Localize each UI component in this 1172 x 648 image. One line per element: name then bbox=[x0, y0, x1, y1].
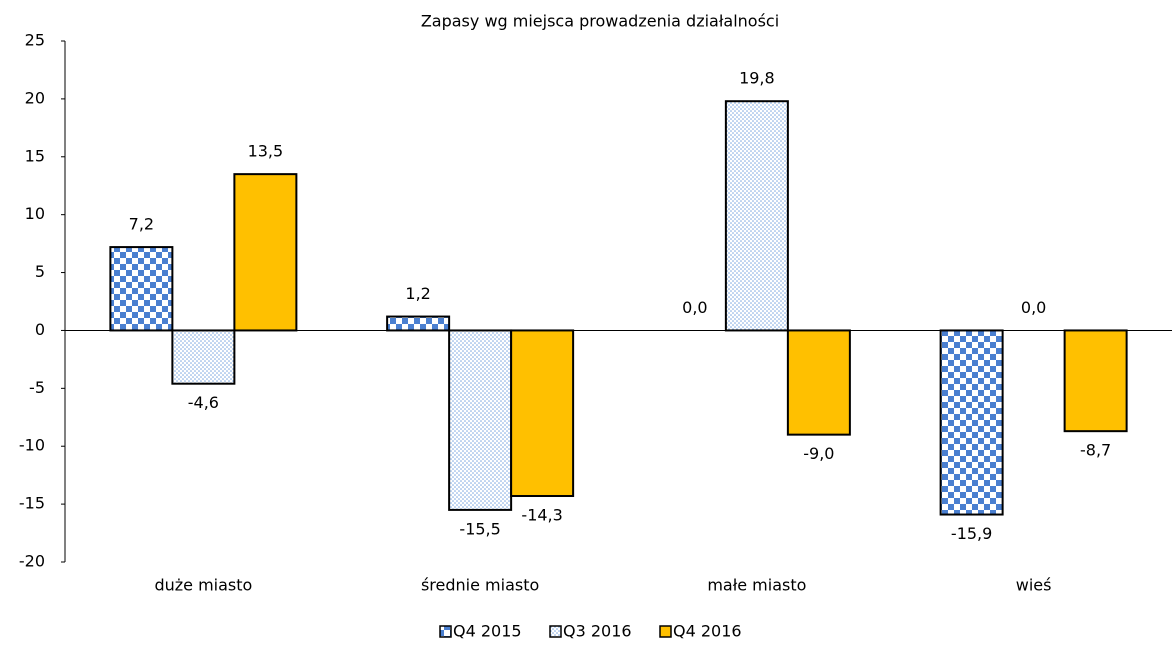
legend-swatch bbox=[549, 625, 562, 638]
y-tick-label: 20 bbox=[25, 88, 45, 107]
bar bbox=[1063, 329, 1128, 433]
data-label: -14,3 bbox=[521, 506, 562, 525]
legend-label: Q4 2016 bbox=[673, 622, 742, 641]
data-label: 1,2 bbox=[405, 284, 430, 303]
x-tick-label: średnie miasto bbox=[421, 576, 539, 595]
legend-swatch bbox=[659, 625, 672, 638]
y-tick-label: -5 bbox=[29, 378, 45, 397]
y-tick-label: 0 bbox=[35, 320, 45, 339]
y-tick-label: 5 bbox=[35, 262, 45, 281]
legend-label: Q4 2015 bbox=[453, 622, 522, 641]
bar bbox=[448, 329, 513, 511]
data-label: -4,6 bbox=[188, 393, 219, 412]
y-tick-label: -15 bbox=[19, 494, 45, 513]
data-label: -15,5 bbox=[459, 519, 500, 538]
data-label: -8,7 bbox=[1080, 441, 1111, 460]
data-label: 0,0 bbox=[682, 298, 707, 317]
data-label: 13,5 bbox=[248, 142, 284, 161]
y-tick-label: 15 bbox=[25, 146, 45, 165]
legend-label: Q3 2016 bbox=[563, 622, 632, 641]
bar bbox=[510, 329, 575, 498]
bar bbox=[786, 329, 851, 436]
y-tick-label: -20 bbox=[19, 552, 45, 571]
chart-title: Zapasy wg miejsca prowadzenia działalnoś… bbox=[421, 12, 779, 31]
bar bbox=[109, 246, 174, 332]
data-label: 19,8 bbox=[739, 69, 775, 88]
bar bbox=[724, 100, 789, 332]
x-tick-label: wieś bbox=[1016, 576, 1052, 595]
x-tick-label: małe miasto bbox=[707, 576, 806, 595]
y-tick-label: 10 bbox=[25, 204, 45, 223]
data-label: 7,2 bbox=[129, 215, 154, 234]
data-label: -9,0 bbox=[803, 444, 834, 463]
bar bbox=[939, 329, 1004, 516]
x-tick-label: duże miasto bbox=[154, 576, 252, 595]
data-label: 0,0 bbox=[1021, 298, 1046, 317]
y-tick-label: -10 bbox=[19, 436, 45, 455]
bar bbox=[171, 329, 236, 385]
y-tick-label: 25 bbox=[25, 31, 45, 50]
bar bbox=[386, 315, 451, 332]
data-label: -15,9 bbox=[951, 524, 992, 543]
legend-swatch bbox=[439, 625, 452, 638]
bar bbox=[233, 173, 298, 332]
